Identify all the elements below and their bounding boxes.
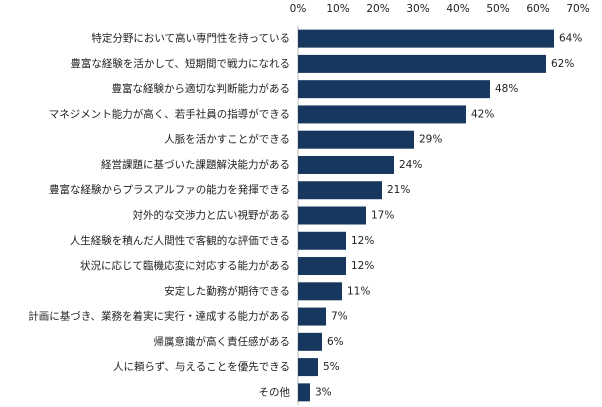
- x-tick-label: 0%: [290, 3, 307, 15]
- bar: [298, 54, 546, 73]
- value-label: 29%: [419, 134, 442, 146]
- x-tick-label: 70%: [566, 3, 589, 15]
- value-label: 3%: [315, 386, 332, 398]
- value-label: 64%: [559, 33, 582, 45]
- value-label: 12%: [351, 260, 374, 272]
- value-label: 21%: [387, 184, 410, 196]
- bar: [298, 105, 466, 124]
- value-label: 5%: [323, 361, 340, 373]
- bar: [298, 358, 318, 377]
- category-label: 人生経験を積んだ人間性で客観的な評価できる: [70, 234, 290, 247]
- bar: [298, 332, 322, 351]
- category-label: 状況に応じて臨機応変に対応する能力がある: [80, 259, 290, 272]
- value-label: 24%: [399, 159, 422, 171]
- category-label: 帰属意識が高く責任感がある: [154, 335, 291, 348]
- category-label: マネジメント能力が高く、若手社員の指導ができる: [49, 107, 290, 120]
- category-label: 豊富な経験を活かして、短期間で戦力になれる: [70, 57, 290, 70]
- x-tick-label: 60%: [526, 3, 549, 15]
- bar: [298, 231, 346, 250]
- value-label: 11%: [347, 285, 370, 297]
- value-label: 48%: [495, 83, 518, 95]
- value-label: 42%: [471, 108, 494, 120]
- category-label: 安定した勤務が期待できる: [164, 284, 290, 297]
- x-tick-label: 40%: [446, 3, 469, 15]
- value-label: 62%: [551, 58, 574, 70]
- category-label: 豊富な経験からプラスアルファの能力を発揮できる: [49, 183, 290, 196]
- value-label: 17%: [371, 210, 394, 222]
- x-tick-label: 30%: [406, 3, 429, 15]
- category-label: 経営課題に基づいた課題解決能力がある: [101, 158, 290, 171]
- category-label: 豊富な経験から適切な判断能力がある: [112, 82, 291, 95]
- category-label: その他: [259, 385, 291, 398]
- bar: [298, 155, 394, 174]
- bar: [298, 257, 346, 276]
- category-label: 対外的な交渉力と広い視野がある: [133, 209, 291, 222]
- value-label: 6%: [327, 336, 344, 348]
- value-label: 12%: [351, 235, 374, 247]
- category-label: 計画に基づき、業務を着実に実行・達成する能力がある: [28, 310, 290, 323]
- bar: [298, 80, 490, 99]
- category-label: 人に頼らず、与えることを優先できる: [113, 360, 290, 373]
- bar: [298, 29, 554, 48]
- value-label: 7%: [331, 311, 348, 323]
- x-tick-label: 50%: [486, 3, 509, 15]
- x-tick-label: 20%: [366, 3, 389, 15]
- category-label: 特定分野において高い専門性を持っている: [91, 32, 290, 45]
- category-label: 人脈を活かすことができる: [164, 133, 290, 146]
- x-tick-label: 10%: [326, 3, 349, 15]
- bar: [298, 206, 366, 225]
- bar: [298, 282, 342, 301]
- bar: [298, 383, 310, 402]
- bar: [298, 130, 414, 149]
- bar: [298, 181, 382, 200]
- bar: [298, 307, 326, 326]
